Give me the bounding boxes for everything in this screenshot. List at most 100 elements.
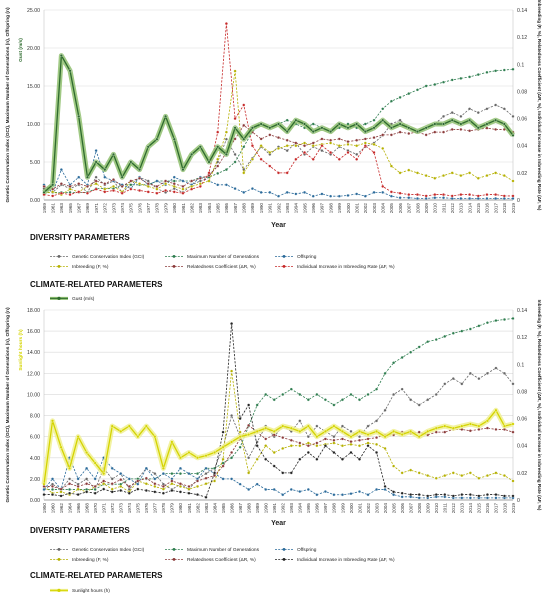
data-point bbox=[502, 424, 506, 428]
data-point bbox=[59, 191, 63, 195]
data-point bbox=[289, 426, 293, 430]
data-point bbox=[502, 68, 506, 72]
data-point bbox=[264, 444, 268, 448]
data-point bbox=[459, 122, 463, 126]
data-point bbox=[415, 88, 419, 92]
data-point bbox=[323, 490, 327, 494]
x-tick-label: 1990 bbox=[259, 203, 264, 214]
data-point bbox=[485, 474, 489, 478]
x-tick-label: 2005 bbox=[391, 503, 396, 514]
x-tick-label: 2008 bbox=[415, 203, 420, 214]
y-tick-label-right: 0.1 bbox=[517, 362, 524, 368]
data-point bbox=[459, 127, 463, 131]
data-point bbox=[119, 488, 123, 492]
data-point bbox=[294, 144, 298, 148]
data-point bbox=[407, 92, 411, 96]
data-point bbox=[306, 441, 310, 445]
x-tick-label: 1974 bbox=[127, 503, 132, 514]
legend-label: Genetic Conservation Index (GCI) bbox=[72, 254, 145, 260]
x-tick-label: 1975 bbox=[136, 503, 141, 514]
series-line bbox=[44, 424, 514, 490]
x-tick-label: 1980 bbox=[172, 203, 177, 214]
data-point bbox=[170, 482, 174, 486]
x-tick-label: 1972 bbox=[103, 203, 108, 214]
data-point bbox=[213, 450, 217, 454]
data-point bbox=[358, 398, 362, 402]
legend-label: Offspring bbox=[297, 254, 317, 260]
data-point bbox=[502, 317, 506, 321]
x-tick-label: 1979 bbox=[170, 503, 175, 514]
data-point bbox=[94, 160, 98, 164]
data-point bbox=[303, 144, 307, 148]
data-point bbox=[221, 445, 225, 449]
data-point bbox=[450, 127, 454, 131]
chart-2: 0.00 2.00 4.00 6.00 8.00 10.00 12.00 14.00 16.00… bbox=[5, 300, 542, 594]
series-2 bbox=[42, 316, 515, 491]
data-point bbox=[306, 444, 310, 448]
data-point bbox=[161, 484, 165, 488]
data-point bbox=[268, 150, 272, 154]
data-point bbox=[85, 482, 89, 486]
data-point bbox=[259, 157, 263, 161]
data-point bbox=[127, 491, 131, 495]
data-point bbox=[272, 487, 276, 491]
data-point bbox=[315, 457, 319, 461]
data-point bbox=[255, 444, 259, 448]
y-tick-label-left: 25.00 bbox=[27, 8, 40, 14]
legend-label: Offspring bbox=[297, 547, 317, 553]
data-point bbox=[103, 175, 107, 179]
data-point bbox=[178, 466, 182, 470]
data-point bbox=[170, 488, 174, 492]
data-point bbox=[94, 179, 98, 183]
data-point bbox=[272, 464, 276, 468]
data-point bbox=[103, 190, 107, 194]
data-point bbox=[363, 130, 367, 134]
data-point bbox=[230, 414, 234, 418]
data-point bbox=[94, 182, 98, 186]
data-point bbox=[129, 160, 133, 164]
x-tick-label: 2008 bbox=[417, 503, 422, 514]
data-point bbox=[138, 176, 142, 180]
data-point bbox=[294, 141, 298, 145]
data-point bbox=[247, 456, 251, 460]
data-point bbox=[164, 182, 168, 186]
data-point bbox=[415, 130, 419, 134]
data-point bbox=[306, 487, 310, 491]
data-point bbox=[264, 392, 268, 396]
series-6 bbox=[42, 322, 515, 499]
data-point bbox=[451, 377, 455, 381]
data-point bbox=[172, 184, 176, 188]
data-point bbox=[424, 126, 428, 130]
data-point bbox=[233, 117, 237, 121]
legend-marker bbox=[172, 558, 176, 561]
data-point bbox=[59, 54, 63, 58]
legend-label: Maximum Number of Generations bbox=[187, 547, 260, 553]
data-point bbox=[355, 192, 359, 196]
data-point bbox=[417, 430, 421, 434]
x-tick-label: 2003 bbox=[372, 203, 377, 214]
data-point bbox=[77, 190, 81, 194]
x-tick-label: 1995 bbox=[302, 203, 307, 214]
data-point bbox=[329, 150, 333, 154]
data-point bbox=[468, 493, 472, 497]
data-point bbox=[181, 187, 185, 191]
data-point bbox=[494, 196, 498, 200]
data-point bbox=[221, 464, 225, 468]
x-tick-label: 2002 bbox=[363, 203, 368, 214]
data-point bbox=[76, 477, 80, 481]
data-point bbox=[281, 471, 285, 475]
data-point bbox=[468, 171, 472, 175]
data-point bbox=[494, 496, 498, 500]
data-point bbox=[426, 494, 430, 498]
data-point bbox=[511, 67, 515, 71]
data-point bbox=[242, 145, 246, 149]
data-point bbox=[224, 183, 228, 187]
data-point bbox=[204, 476, 208, 480]
data-point bbox=[366, 392, 370, 396]
data-point bbox=[242, 103, 246, 107]
data-point bbox=[68, 491, 72, 495]
data-point bbox=[392, 464, 396, 468]
data-point bbox=[433, 193, 437, 197]
data-point bbox=[468, 107, 472, 111]
data-point bbox=[230, 369, 234, 373]
